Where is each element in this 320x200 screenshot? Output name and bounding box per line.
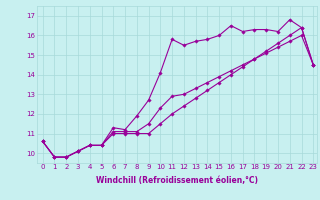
X-axis label: Windchill (Refroidissement éolien,°C): Windchill (Refroidissement éolien,°C) xyxy=(96,176,258,185)
